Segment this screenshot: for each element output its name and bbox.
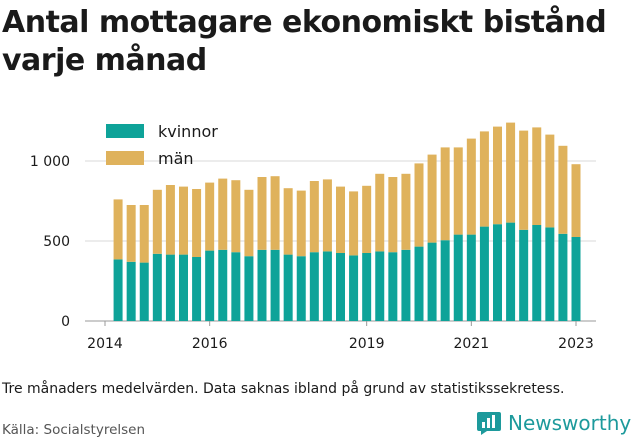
x-tick-label: 2019 (349, 336, 385, 352)
bar-man (453, 147, 463, 235)
bar-kvinnor (479, 226, 489, 321)
y-tick-label: 0 (61, 314, 70, 330)
bar-kvinnor (545, 227, 555, 321)
bar-kvinnor (532, 225, 542, 321)
x-tick-label: 2016 (192, 336, 228, 352)
bar-man (126, 205, 136, 262)
legend-label-kvinnor: kvinnor (158, 122, 218, 141)
y-tick-label: 500 (43, 234, 70, 250)
bar-man (179, 186, 188, 255)
bar-kvinnor (453, 234, 463, 321)
bar-kvinnor (388, 252, 398, 321)
bar-kvinnor (414, 246, 424, 321)
bar-kvinnor (165, 254, 175, 321)
bar-man (322, 179, 332, 252)
bar-kvinnor (440, 240, 450, 321)
bar-kvinnor (257, 249, 267, 321)
bar-kvinnor (218, 249, 228, 321)
bar-kvinnor (362, 253, 372, 321)
bar-kvinnor (493, 224, 502, 321)
bar-man (427, 154, 437, 243)
bar-kvinnor (192, 257, 202, 321)
bar-man (493, 126, 502, 225)
x-tick-label: 2021 (454, 336, 490, 352)
bar-kvinnor (427, 242, 437, 321)
bar-kvinnor (152, 253, 162, 321)
bar-man (231, 180, 241, 253)
legend-swatch-man (106, 151, 144, 165)
bar-kvinnor (401, 249, 411, 321)
brand-logo[interactable]: Newsworthy (476, 410, 631, 436)
bar-kvinnor (571, 237, 581, 321)
bar-man (192, 189, 202, 257)
bar-kvinnor (205, 250, 215, 321)
chart-title: Antal mottagare ekonomiskt bistånd varje… (2, 5, 607, 78)
bar-kvinnor (349, 255, 359, 321)
bar-kvinnor (519, 229, 529, 321)
bar-kvinnor (336, 253, 345, 321)
bar-man (362, 185, 372, 253)
bar-man (283, 188, 293, 255)
bar-man (244, 189, 254, 257)
source-label: Källa: Socialstyrelsen (2, 422, 146, 438)
newsworthy-logo-icon (477, 412, 501, 435)
x-axis-ticks: 2014 2016 2019 2021 2023 (87, 321, 594, 352)
bar-man (336, 186, 345, 253)
bar-kvinnor (270, 249, 280, 321)
bar-man (414, 163, 424, 247)
bar-man (349, 191, 359, 256)
bar-man (375, 173, 385, 252)
legend: kvinnor män (106, 122, 218, 168)
bar-man (388, 177, 398, 253)
bar-man (139, 205, 149, 263)
brand-name: Newsworthy (508, 411, 631, 435)
bar-kvinnor (244, 256, 254, 321)
bar-man (218, 178, 228, 250)
bar-kvinnor (375, 251, 385, 321)
bar-kvinnor (126, 261, 136, 321)
bar-kvinnor (139, 262, 149, 321)
bar-man (571, 164, 581, 237)
bar-man (113, 199, 123, 260)
bar-kvinnor (283, 254, 293, 321)
y-axis-ticks: 0 500 1 000 (30, 154, 70, 330)
legend-label-man: män (158, 149, 194, 168)
bar-kvinnor (558, 233, 568, 321)
bar-kvinnor (296, 256, 306, 321)
bar-man (165, 185, 175, 255)
bar-kvinnor (179, 254, 188, 321)
bar-kvinnor (231, 252, 241, 321)
bar-man (519, 130, 529, 230)
bar-man (479, 131, 489, 227)
bar-man (309, 181, 319, 253)
bar-kvinnor (322, 251, 332, 321)
bars (113, 122, 581, 321)
bar-man (440, 147, 450, 241)
bar-man (152, 189, 162, 254)
bar-kvinnor (113, 259, 123, 321)
bar-man (296, 190, 306, 257)
bar-man (270, 176, 280, 250)
bar-man (558, 145, 568, 234)
y-tick-label: 1 000 (30, 154, 70, 170)
x-tick-label: 2023 (558, 336, 594, 352)
bar-man (466, 138, 476, 235)
bar-man (205, 182, 215, 251)
bar-kvinnor (309, 252, 319, 321)
bar-kvinnor (466, 234, 476, 321)
bar-man (545, 134, 555, 228)
footnote: Tre månaders medelvärden. Data saknas ib… (2, 381, 565, 397)
bar-kvinnor (506, 222, 516, 321)
bar-man (506, 122, 516, 223)
bar-man (257, 177, 267, 250)
bar-man (401, 173, 411, 250)
legend-swatch-kvinnor (106, 124, 144, 138)
bar-man (532, 127, 542, 225)
x-tick-label: 2014 (87, 336, 123, 352)
